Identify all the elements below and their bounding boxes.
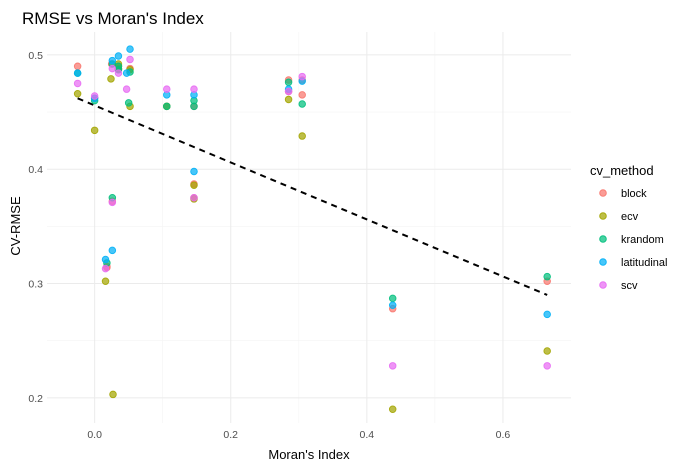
data-point-krandom: [298, 100, 306, 108]
legend-item-ecv: ecv: [599, 211, 639, 223]
x-axis-ticks: 0.0 0.2 0.4 0.6: [87, 429, 510, 441]
data-point-krandom: [190, 102, 198, 111]
data-point-scv: [126, 55, 134, 64]
data-point-ecv: [284, 95, 293, 104]
legend-title: cv_method: [590, 163, 654, 178]
legend-label-latitudinal: latitudinal: [621, 257, 667, 269]
data-point-scv: [73, 79, 82, 88]
data-point-scv: [190, 85, 198, 93]
data-point-ecv: [109, 390, 117, 399]
data-point-latitudinal: [122, 69, 131, 77]
data-point-latitudinal: [73, 69, 82, 77]
legend-item-krandom: krandom: [599, 234, 664, 246]
x-tick-label: 0.0: [87, 429, 102, 441]
legend-label-ecv: ecv: [621, 211, 639, 223]
data-point-scv: [543, 362, 551, 370]
x-tick-label: 0.6: [496, 429, 511, 441]
y-axis-title: CV-RMSE: [8, 196, 23, 256]
data-point-ecv: [73, 89, 82, 98]
data-point-krandom: [543, 272, 551, 281]
y-tick-label: 0.3: [28, 279, 43, 291]
data-point-scv: [284, 87, 293, 96]
trend-line-layer: [77, 97, 548, 296]
legend-label-scv: scv: [621, 280, 638, 292]
data-point-scv: [108, 198, 117, 207]
legend-label-krandom: krandom: [621, 234, 664, 246]
data-point-latitudinal: [108, 246, 117, 255]
legend-items: block ecv krandom latitudinal scv: [599, 188, 667, 292]
data-point-latitudinal: [388, 301, 397, 309]
legend-item-block: block: [599, 188, 647, 200]
data-point-krandom: [284, 78, 293, 87]
data-point-scv: [163, 85, 171, 93]
x-tick-label: 0.4: [360, 429, 375, 441]
data-point-latitudinal: [114, 52, 123, 60]
data-point-ecv: [298, 132, 306, 140]
data-point-scv: [190, 194, 198, 202]
data-point-ecv: [90, 126, 99, 135]
x-tick-label: 0.2: [223, 429, 238, 441]
trend-line: [77, 97, 548, 296]
data-point-ecv: [190, 181, 198, 189]
grid: [47, 32, 571, 423]
y-axis-ticks: 0.2 0.3 0.4 0.5: [28, 50, 43, 405]
legend-label-block: block: [621, 188, 647, 200]
data-point-latitudinal: [126, 45, 134, 53]
data-point-scv: [122, 85, 131, 93]
data-point-krandom: [163, 102, 171, 111]
data-point-ecv: [388, 405, 397, 414]
series-block: [73, 60, 551, 313]
data-point-scv: [101, 264, 110, 273]
data-point-scv: [108, 64, 117, 73]
data-point-scv: [298, 72, 306, 81]
data-point-ecv: [107, 75, 115, 83]
data-point-block: [73, 62, 82, 71]
legend-item-latitudinal: latitudinal: [599, 257, 667, 269]
legend-key-scv: [599, 281, 607, 289]
y-tick-label: 0.4: [28, 164, 43, 176]
y-tick-label: 0.5: [28, 50, 43, 62]
data-point-scv: [388, 362, 397, 370]
legend-key-block: [599, 189, 607, 197]
legend: cv_method block ecv krandom latitudinal scv: [590, 163, 667, 292]
data-point-scv: [90, 92, 99, 100]
data-point-krandom: [388, 294, 397, 303]
data-point-scv: [114, 69, 123, 77]
data-point-block: [298, 91, 306, 99]
data-points: [73, 45, 551, 414]
legend-key-latitudinal: [599, 258, 607, 266]
data-point-krandom: [124, 99, 133, 107]
legend-item-scv: scv: [599, 280, 638, 292]
y-tick-label: 0.2: [28, 393, 43, 405]
series-scv: [73, 55, 551, 370]
series-latitudinal: [73, 45, 551, 319]
series-ecv: [73, 60, 551, 414]
legend-key-ecv: [599, 212, 607, 220]
data-point-latitudinal: [543, 310, 551, 319]
data-point-latitudinal: [190, 167, 198, 176]
data-point-latitudinal: [101, 255, 110, 264]
data-point-ecv: [543, 347, 551, 355]
chart-title: RMSE vs Moran's Index: [22, 9, 204, 28]
legend-key-krandom: [599, 235, 607, 243]
x-axis-title: Moran's Index: [268, 447, 350, 462]
data-point-latitudinal: [108, 56, 117, 65]
data-point-ecv: [101, 277, 110, 285]
